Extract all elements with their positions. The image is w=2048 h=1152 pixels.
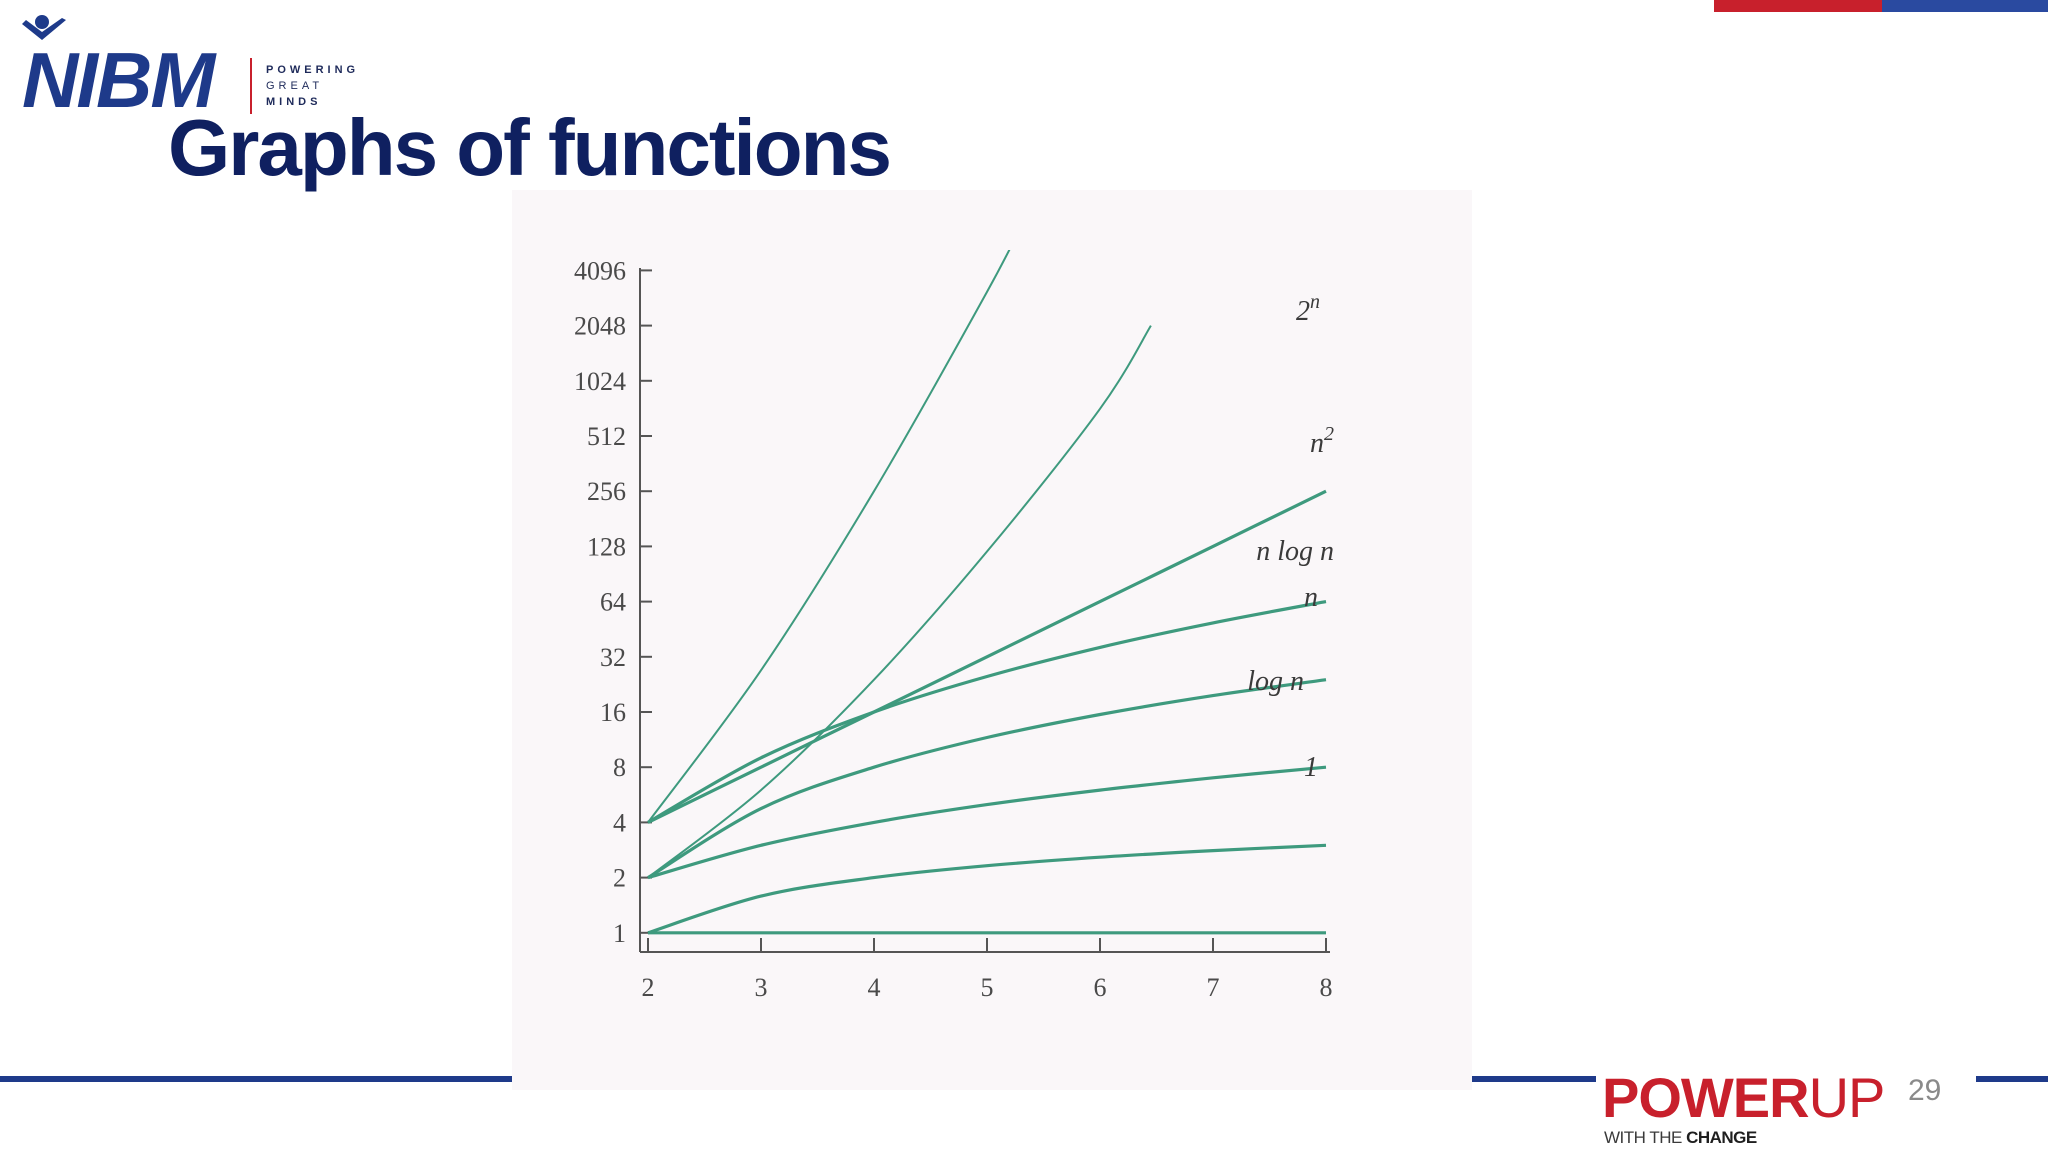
powerup-subtitle: WITH THE CHANGE: [1604, 1128, 1757, 1148]
powerup-power-text: POWER: [1602, 1066, 1810, 1129]
logo-tagline-2: GREAT: [266, 80, 324, 92]
slide-title: Graphs of functions: [168, 103, 892, 192]
powerup-wordmark: POWERUP: [1602, 1066, 1886, 1129]
series-line: [647, 250, 1011, 823]
series-line: [647, 843, 1327, 935]
series-label-sup: n: [1310, 291, 1320, 313]
y-tick-label: 2: [613, 864, 626, 893]
logo-tagline-3: MINDS: [266, 96, 322, 108]
x-tick-label: 2: [642, 973, 655, 1002]
y-tick-label: 1024: [574, 367, 626, 396]
top-accent-blue: [1882, 0, 2048, 12]
series-label: 2n: [1296, 291, 1320, 327]
series-label-base: n log n: [1256, 536, 1334, 567]
series-label: n log n: [1256, 536, 1334, 567]
y-tick-label: 8: [613, 753, 626, 782]
series-line: [647, 678, 1327, 879]
series-label-base: 1: [1304, 752, 1318, 783]
x-tick-label: 5: [981, 973, 994, 1002]
series-label-base: n: [1304, 582, 1318, 613]
x-tick-label: 4: [868, 973, 881, 1002]
logo-tagline-1: POWERING: [266, 64, 360, 76]
powerup-logo: POWERUP WITH THE CHANGE: [1596, 1062, 1976, 1150]
y-tick-label: 512: [587, 422, 626, 451]
series-line: [647, 325, 1152, 879]
footer-rule-left: [0, 1076, 512, 1082]
x-tick-label: 8: [1320, 973, 1333, 1002]
y-tick-label: 4: [613, 808, 626, 837]
series-label-base: n: [1310, 428, 1324, 459]
x-tick-label: 3: [755, 973, 768, 1002]
y-tick-label: 2048: [574, 312, 626, 341]
chart-figure: 1 2 4 8 16 32 64 128 256 512 1024 2048 4096 2 3 4 5 6 7 8 1 l…: [512, 190, 1472, 1090]
series-label-sup: 2: [1324, 423, 1334, 445]
y-tick-label: 64: [600, 588, 626, 617]
y-tick-label: 256: [587, 477, 626, 506]
series-line: [647, 489, 1327, 824]
y-tick-label: 32: [600, 643, 626, 672]
powerup-subtitle-emphasis: CHANGE: [1686, 1128, 1757, 1147]
nibm-logo: NIBM POWERING GREAT MINDS: [22, 14, 362, 120]
x-tick-label: 6: [1094, 973, 1107, 1002]
series-line: [647, 600, 1327, 824]
powerup-subtitle-prefix: WITH THE: [1604, 1128, 1687, 1147]
powerup-up-text: UP: [1808, 1066, 1886, 1129]
y-tick-label: 1: [613, 919, 626, 948]
logo-divider: [250, 58, 252, 114]
top-accent-red: [1714, 0, 1882, 12]
page-number: 29: [1908, 1074, 1942, 1107]
series-label: 1: [1304, 752, 1318, 783]
series-label-base: log n: [1247, 666, 1304, 697]
person-icon: [22, 15, 66, 40]
x-tick-label: 7: [1207, 973, 1220, 1002]
logo-wordmark: NIBM: [22, 36, 215, 124]
y-tick-label: 4096: [574, 256, 626, 285]
y-tick-label: 16: [600, 698, 626, 727]
series-label: n2: [1310, 423, 1334, 459]
series-label: log n: [1247, 666, 1304, 697]
series-label: n: [1304, 582, 1318, 613]
series-line: [647, 765, 1327, 880]
y-tick-label: 128: [587, 532, 626, 561]
series-label-base: 2: [1296, 296, 1310, 327]
